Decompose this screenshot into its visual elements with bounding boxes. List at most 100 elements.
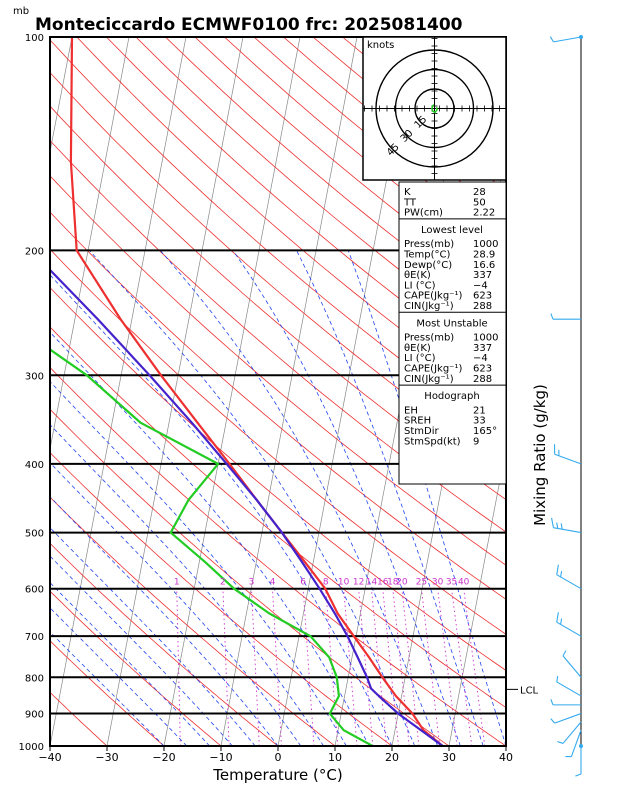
mixing-ratio-label: 8 xyxy=(323,578,329,588)
dry-adiabat-lines xyxy=(50,37,506,746)
mixing-ratio-label: 14 xyxy=(366,578,378,588)
wind-barb-flag xyxy=(550,718,556,724)
parameter-label: StmSpd(kt) xyxy=(404,436,461,447)
mixing-ratio-label: 1 xyxy=(174,578,180,588)
wind-barb xyxy=(553,527,582,534)
parameter-value: 28.9 xyxy=(473,250,495,261)
wind-barb xyxy=(562,721,582,744)
wind-barb-flag xyxy=(550,699,554,706)
parameter-value: 337 xyxy=(473,343,492,354)
parameter-value: 623 xyxy=(473,291,492,302)
dry-adiabat-line xyxy=(50,248,506,635)
dry-adiabat-line xyxy=(50,590,222,746)
wind-barb xyxy=(562,655,582,678)
mixing-ratio-label: 10 xyxy=(338,578,350,588)
x-tick-label: −40 xyxy=(38,751,61,764)
dry-adiabat-line xyxy=(50,211,506,600)
dewpoint-trace xyxy=(50,348,374,746)
wind-barb-flag xyxy=(551,517,554,528)
mixing-ratio-label: 6 xyxy=(300,578,306,588)
hodograph-unit-label: knots xyxy=(367,40,394,51)
parameters-frame xyxy=(398,181,507,485)
mixing-ratio-line xyxy=(371,588,387,746)
mixing-ratio-label: 3 xyxy=(249,578,255,588)
wind-barb-flag xyxy=(550,313,554,320)
parameter-value: 288 xyxy=(473,301,492,312)
parameter-value: 337 xyxy=(473,270,492,281)
isotherm-line xyxy=(220,37,358,746)
mixing-ratio-label: 25 xyxy=(416,578,427,588)
parameter-label: LI (°C) xyxy=(404,353,436,364)
mixing-ratio-label: 40 xyxy=(458,578,470,588)
lcl-marker: LCL xyxy=(506,685,539,696)
profile-traces xyxy=(50,37,444,746)
wind-barb-flag xyxy=(556,675,559,683)
pressure-tick-label: 400 xyxy=(25,460,44,471)
wind-barb-flag xyxy=(560,523,563,530)
parameter-label: Dewp(°C) xyxy=(404,260,452,271)
mixing-ratio-label: 2 xyxy=(220,578,226,588)
hodograph-ring xyxy=(394,68,475,149)
pressure-tick-label: 100 xyxy=(25,33,44,44)
pressure-tick-label: 1000 xyxy=(19,742,44,753)
dry-adiabat-line xyxy=(50,366,506,746)
parameter-label: CIN(Jkg⁻¹) xyxy=(404,374,454,385)
chart-title: Monteciccardo ECMWF0100 frc: 2025081400 xyxy=(35,15,463,35)
dry-adiabat-line xyxy=(50,286,506,671)
dry-adiabat-line xyxy=(50,140,506,533)
mixing-ratio-label: 12 xyxy=(353,578,364,588)
moist-adiabat-line xyxy=(296,250,484,746)
wind-barb xyxy=(556,574,582,590)
parameter-label: θE(K) xyxy=(404,343,431,354)
wind-barb-flag xyxy=(560,618,563,625)
mixing-ratio-line xyxy=(176,588,181,746)
x-tick-label: 20 xyxy=(385,751,399,764)
pressure-tick-label: 200 xyxy=(25,246,44,257)
wind-barb-flag xyxy=(575,773,582,777)
parameter-value: 2.22 xyxy=(473,208,495,219)
x-axis-title: Temperature (°C) xyxy=(212,766,342,784)
parameter-label: TT xyxy=(403,197,417,208)
x-tick-label: −30 xyxy=(95,751,118,764)
isotherm-lines xyxy=(50,37,506,746)
moist-adiabat-line xyxy=(50,496,279,746)
mixing-ratio-line xyxy=(251,588,260,746)
mixing-ratio-line xyxy=(382,588,399,746)
wind-barb-flag xyxy=(556,564,559,575)
wind-barb-profile xyxy=(549,35,583,777)
moist-adiabat-line xyxy=(89,250,416,746)
hodograph-trace xyxy=(431,104,438,114)
section-heading: Hodograph xyxy=(424,391,479,402)
wind-barb-flag xyxy=(560,570,563,578)
pressure-tick-label: 600 xyxy=(25,585,44,596)
parameter-value: 21 xyxy=(473,405,486,416)
moist-adiabat-line xyxy=(50,424,324,746)
wind-barb-flag xyxy=(556,612,559,623)
dry-adiabat-line xyxy=(50,326,506,709)
x-tick-label: −20 xyxy=(152,751,175,764)
mixing-ratio-label: 16 xyxy=(377,578,389,588)
hodograph-ring xyxy=(375,49,494,168)
mixing-ratio-axis-title: Mixing Ratio (g/kg) xyxy=(531,384,549,526)
wind-barb xyxy=(556,681,582,697)
moist-adiabat-line xyxy=(50,555,233,746)
parameter-value: 33 xyxy=(473,416,486,427)
pressure-unit-label: mb xyxy=(13,6,29,17)
dry-adiabat-line xyxy=(50,451,393,746)
mixing-ratio-line xyxy=(420,588,441,746)
mixing-ratio-line xyxy=(302,588,315,746)
lcl-label: LCL xyxy=(520,685,539,696)
dry-adiabat-line xyxy=(50,71,506,469)
moist-adiabat-line xyxy=(50,527,256,746)
isotherm-line xyxy=(106,37,244,746)
pressure-tick-label: 300 xyxy=(25,371,44,382)
hodograph-ring xyxy=(414,88,455,129)
dry-adiabat-line xyxy=(50,39,506,438)
isotherm-line xyxy=(505,744,506,746)
pressure-tick-label: 700 xyxy=(25,632,44,643)
dry-adiabat-line xyxy=(50,496,336,746)
wind-barb-flag xyxy=(549,36,554,43)
wind-barb xyxy=(554,713,582,724)
dry-adiabat-line xyxy=(50,105,506,501)
